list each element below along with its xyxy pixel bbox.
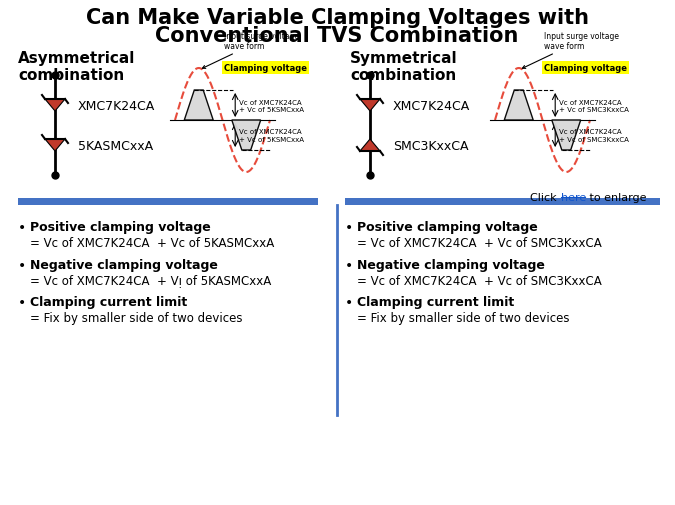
Text: Input surge voltage
wave form: Input surge voltage wave form xyxy=(522,31,619,69)
Bar xyxy=(18,198,318,206)
Bar xyxy=(345,198,660,206)
Text: •: • xyxy=(18,295,26,310)
Text: •: • xyxy=(345,259,353,273)
Polygon shape xyxy=(232,121,261,150)
Text: Conventional TVS Combination: Conventional TVS Combination xyxy=(155,26,518,46)
Polygon shape xyxy=(551,121,580,150)
Polygon shape xyxy=(504,91,533,121)
Text: Negative clamping voltage: Negative clamping voltage xyxy=(357,259,545,272)
Text: Vᴄ of XMC7K24CA
+ Vᴄ of 5KSMCxxA: Vᴄ of XMC7K24CA + Vᴄ of 5KSMCxxA xyxy=(239,99,304,112)
Text: = Vᴄ of XMC7K24CA  + Vᴄ of 5KASMCxxA: = Vᴄ of XMC7K24CA + Vᴄ of 5KASMCxxA xyxy=(30,236,274,249)
Text: Can Make Variable Clamping Voltages with: Can Make Variable Clamping Voltages with xyxy=(86,8,589,28)
Text: Symmetrical
combination: Symmetrical combination xyxy=(350,51,458,83)
Polygon shape xyxy=(184,91,213,121)
Text: Vᴄ of XMC7K24CA
+ Vᴄ of SMC3KxxCA: Vᴄ of XMC7K24CA + Vᴄ of SMC3KxxCA xyxy=(559,99,629,112)
Text: •: • xyxy=(345,221,353,234)
Text: here: here xyxy=(561,192,587,203)
Text: = Vᴄ of XMC7K24CA  + Vᴄ of SMC3KxxCA: = Vᴄ of XMC7K24CA + Vᴄ of SMC3KxxCA xyxy=(357,236,601,249)
Text: Clamping current limit: Clamping current limit xyxy=(357,295,514,309)
Polygon shape xyxy=(45,100,65,112)
Text: = Vᴄ of XMC7K24CA  + Vᴄ of SMC3KxxCA: = Vᴄ of XMC7K24CA + Vᴄ of SMC3KxxCA xyxy=(357,274,601,287)
Text: SMC3KxxCA: SMC3KxxCA xyxy=(393,139,468,152)
Text: XMC7K24CA: XMC7K24CA xyxy=(78,99,155,112)
Text: = Vᴄ of XMC7K24CA  + Vᴉ of 5KASMCxxA: = Vᴄ of XMC7K24CA + Vᴉ of 5KASMCxxA xyxy=(30,274,271,287)
Text: Vᴄ of XMC7K24CA
+ Vᴄ of 5KSMCxxA: Vᴄ of XMC7K24CA + Vᴄ of 5KSMCxxA xyxy=(239,129,304,142)
Text: = Fix by smaller side of two devices: = Fix by smaller side of two devices xyxy=(357,312,570,324)
Text: •: • xyxy=(18,259,26,273)
Text: = Fix by smaller side of two devices: = Fix by smaller side of two devices xyxy=(30,312,242,324)
Text: •: • xyxy=(18,221,26,234)
Text: 5KASMCxxA: 5KASMCxxA xyxy=(78,139,153,152)
Polygon shape xyxy=(45,140,65,152)
Text: XMC7K24CA: XMC7K24CA xyxy=(393,99,470,112)
Text: Input surge voltage
wave form: Input surge voltage wave form xyxy=(202,31,299,69)
Text: to enlarge: to enlarge xyxy=(586,192,647,203)
Polygon shape xyxy=(360,100,380,112)
Text: Clamping voltage: Clamping voltage xyxy=(544,64,627,73)
Text: Click: Click xyxy=(530,192,560,203)
Text: Negative clamping voltage: Negative clamping voltage xyxy=(30,259,218,272)
Text: Positive clamping voltage: Positive clamping voltage xyxy=(357,221,538,233)
Text: •: • xyxy=(345,295,353,310)
Text: Asymmetrical
combination: Asymmetrical combination xyxy=(18,51,136,83)
Text: Positive clamping voltage: Positive clamping voltage xyxy=(30,221,211,233)
Text: Vᴄ of XMC7K24CA
+ Vᴄ of SMC3KxxCA: Vᴄ of XMC7K24CA + Vᴄ of SMC3KxxCA xyxy=(559,129,629,142)
Text: Clamping current limit: Clamping current limit xyxy=(30,295,187,309)
Polygon shape xyxy=(360,140,380,152)
Text: Clamping voltage: Clamping voltage xyxy=(223,64,306,73)
